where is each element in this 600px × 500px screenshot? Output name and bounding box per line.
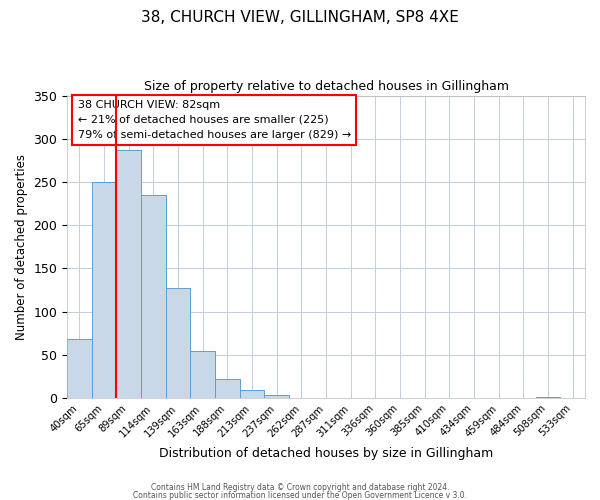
Bar — [141, 195, 166, 398]
Bar — [190, 352, 215, 398]
Bar — [116, 150, 141, 398]
Bar — [67, 340, 92, 398]
Bar — [265, 394, 289, 398]
Bar — [166, 288, 190, 398]
Bar — [215, 379, 240, 398]
Text: 38 CHURCH VIEW: 82sqm
← 21% of detached houses are smaller (225)
79% of semi-det: 38 CHURCH VIEW: 82sqm ← 21% of detached … — [77, 100, 351, 140]
X-axis label: Distribution of detached houses by size in Gillingham: Distribution of detached houses by size … — [159, 447, 493, 460]
Bar — [92, 182, 116, 398]
Title: Size of property relative to detached houses in Gillingham: Size of property relative to detached ho… — [143, 80, 509, 93]
Text: 38, CHURCH VIEW, GILLINGHAM, SP8 4XE: 38, CHURCH VIEW, GILLINGHAM, SP8 4XE — [141, 10, 459, 25]
Text: Contains public sector information licensed under the Open Government Licence v : Contains public sector information licen… — [133, 490, 467, 500]
Bar — [240, 390, 265, 398]
Y-axis label: Number of detached properties: Number of detached properties — [15, 154, 28, 340]
Text: Contains HM Land Registry data © Crown copyright and database right 2024.: Contains HM Land Registry data © Crown c… — [151, 484, 449, 492]
